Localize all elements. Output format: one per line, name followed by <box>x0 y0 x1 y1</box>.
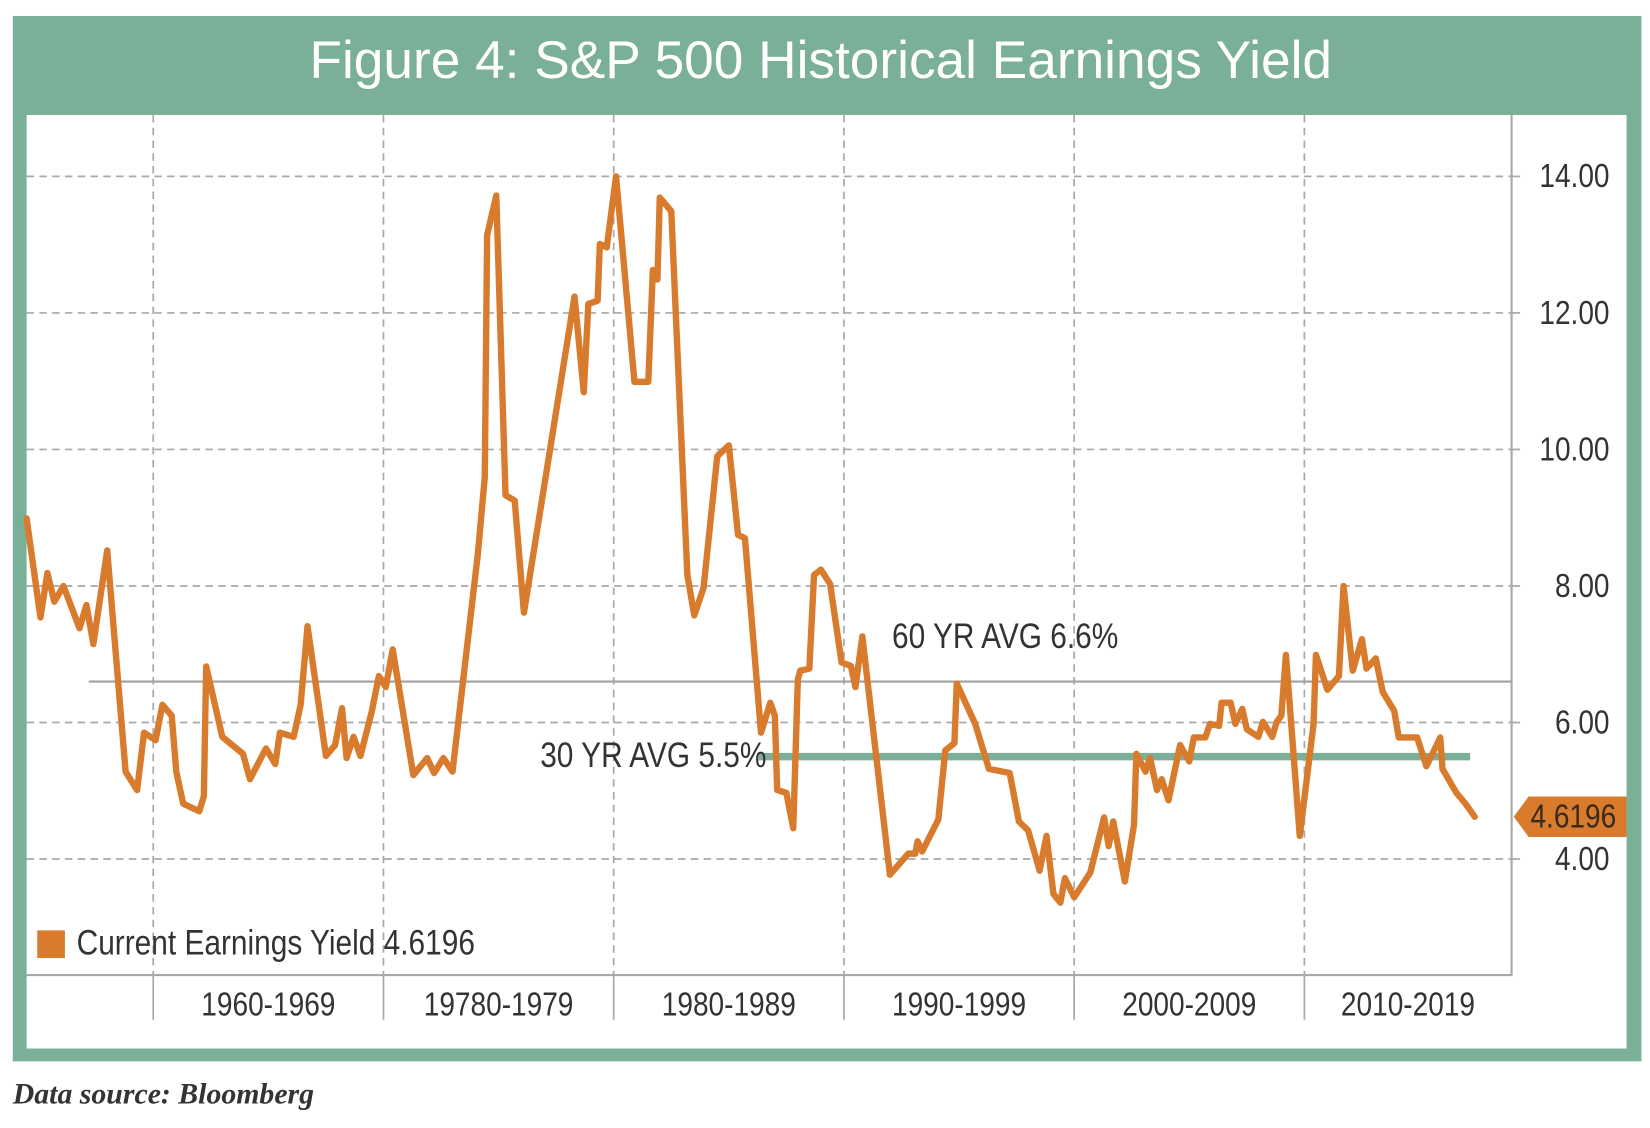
y-tick-label: 8.00 <box>1555 568 1610 605</box>
y-tick-label: 14.00 <box>1539 158 1609 195</box>
legend-label: Current Earnings Yield 4.6196 <box>77 922 475 962</box>
x-tick-label: 19780-1979 <box>424 987 574 1024</box>
x-tick-label: 2010-2019 <box>1341 987 1475 1024</box>
end-label: 4.6196 <box>1530 798 1616 835</box>
legend-swatch <box>37 930 65 959</box>
chart-body: Figure 4: S&P 500 Historical Earnings Yi… <box>12 15 1642 1110</box>
y-tick-label: 12.00 <box>1539 295 1609 332</box>
x-tick-label: 2000-2009 <box>1122 987 1256 1024</box>
reference-label: 30 YR AVG 5.5% <box>540 735 766 775</box>
x-tick-label: 1990-1999 <box>892 987 1026 1024</box>
y-tick-label: 4.00 <box>1555 841 1610 878</box>
x-tick-label: 1980-1989 <box>662 987 796 1024</box>
y-tick-label: 6.00 <box>1555 704 1610 741</box>
y-tick-label: 10.00 <box>1539 431 1609 468</box>
axis-line <box>26 114 1513 977</box>
reference-label: 60 YR AVG 6.6% <box>892 616 1118 656</box>
source-note: Data source: Bloomberg <box>12 1077 314 1110</box>
x-tick-label: 1960-1969 <box>201 987 335 1024</box>
data-line <box>23 173 1478 906</box>
end-badge <box>1513 796 1627 837</box>
chart-title: Figure 4: S&P 500 Historical Earnings Yi… <box>309 31 1332 90</box>
